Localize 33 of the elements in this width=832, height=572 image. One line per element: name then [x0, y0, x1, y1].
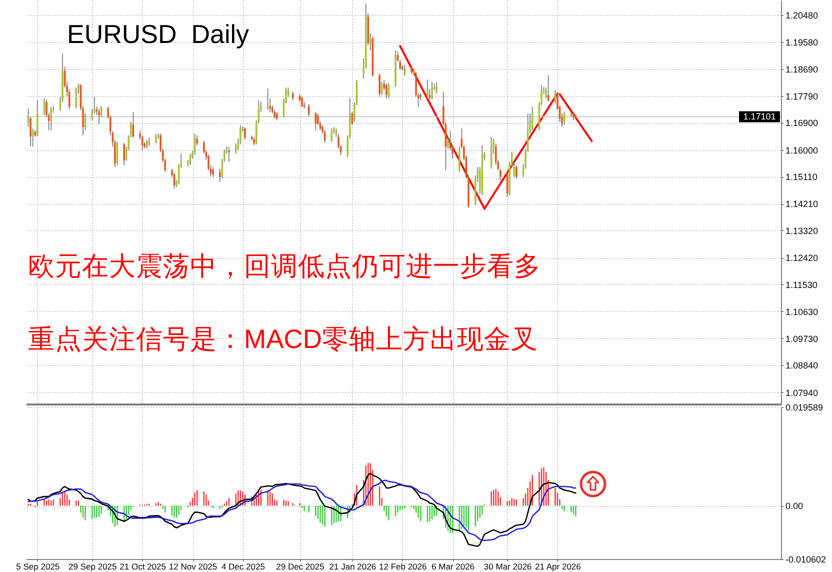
x-tick-label: 21 Oct 2025: [120, 562, 166, 572]
y-tick-label: 1.07940: [786, 388, 818, 398]
x-tick-label: 5 Sep 2025: [16, 562, 60, 572]
y-tick-label: 1.08840: [786, 360, 818, 371]
y-tick-label: 1.13320: [786, 226, 818, 236]
y-tick-label: 1.16000: [786, 145, 818, 156]
y-tick-label: 1.15110: [786, 172, 818, 182]
y-tick-label: 1.17790: [786, 91, 818, 102]
text: EURUSD Daily: [67, 19, 250, 49]
y-tick-label: 1.11530: [786, 280, 818, 290]
x-tick-label: 29 Sep 2025: [68, 562, 118, 572]
y-tick-label: 1.14210: [786, 199, 818, 210]
x-tick-label: 29 Dec 2025: [276, 562, 325, 572]
y-tick-label: 1.10630: [786, 306, 818, 317]
x-tick-label: 21 Jan 2026: [329, 562, 376, 572]
x-tick-label: 12 Feb 2026: [378, 562, 427, 572]
y-tick-label: 0.019589: [786, 402, 824, 412]
y-tick-label: -0.010602: [786, 554, 826, 564]
y-tick-label: 1.19580: [786, 38, 818, 48]
y-tick-label: 0.00: [786, 501, 804, 512]
y-tick-label: 1.20480: [786, 10, 818, 21]
x-tick-label: 30 Mar 2026: [484, 562, 532, 572]
ref-line-label: 1.17101: [743, 112, 776, 122]
annotation: 欧元在大震荡中，回调低点仍可进一步看多: [28, 251, 541, 281]
annotation: 重点关注信号是：MACD零轴上方出现金叉: [28, 324, 538, 354]
y-tick-label: 1.16900: [786, 118, 818, 128]
y-tick-label: 1.09730: [786, 334, 818, 344]
y-tick-label: 1.12420: [786, 253, 818, 263]
x-tick-label: 12 Nov 2025: [168, 562, 218, 572]
x-tick-label: 21 Apr 2026: [535, 562, 582, 572]
x-tick-label: 6 Mar 2026: [432, 562, 475, 572]
y-tick-label: 1.18690: [786, 64, 818, 74]
x-tick-label: 4 Dec 2025: [221, 562, 266, 572]
